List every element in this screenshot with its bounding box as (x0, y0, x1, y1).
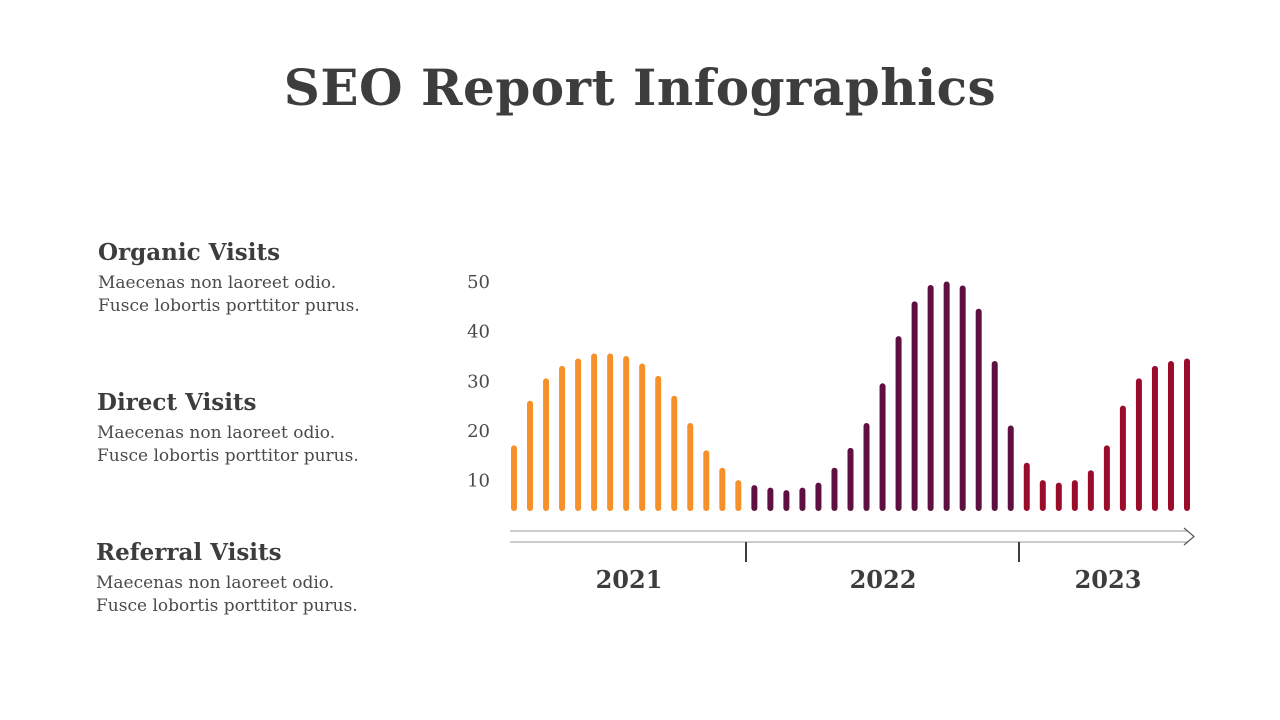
year-label-2021: 2021 (596, 565, 663, 594)
year-label-2023: 2023 (1075, 565, 1142, 594)
legend-direct-title: Direct Visits (97, 389, 257, 416)
legend-organic-desc-line2: Fusce lobortis porttitor purus. (98, 296, 360, 316)
y-tick-label: 20 (467, 421, 490, 442)
legend-referral-title: Referral Visits (96, 539, 282, 566)
legend-organic: Organic Visits Maecenas non laoreet odio… (98, 239, 418, 318)
legend-direct-desc-line2: Fusce lobortis porttitor purus. (97, 446, 359, 466)
legend-organic-desc-line1: Maecenas non laoreet odio. (98, 273, 337, 293)
legend-referral-desc-line1: Maecenas non laoreet odio. (96, 573, 335, 593)
y-tick-label: 30 (467, 371, 490, 392)
y-tick-label: 40 (467, 322, 490, 343)
legend-referral: Referral Visits Maecenas non laoreet odi… (96, 539, 416, 618)
legend-organic-title: Organic Visits (98, 239, 281, 266)
page-title: SEO Report Infographics (283, 58, 997, 117)
chart-bars (511, 281, 1190, 511)
year-labels: 2021 2022 2023 (596, 565, 1142, 594)
axis-arrow-icon (1183, 527, 1195, 546)
y-tick-label: 50 (467, 272, 490, 293)
legend-referral-desc-line2: Fusce lobortis porttitor purus. (96, 596, 358, 616)
timeline-axis (510, 527, 1195, 562)
legend-direct-desc-line1: Maecenas non laoreet odio. (97, 423, 336, 443)
y-tick-label: 10 (467, 471, 490, 492)
y-axis-ticks: 10 20 30 40 50 (467, 272, 490, 492)
legend-direct: Direct Visits Maecenas non laoreet odio.… (97, 389, 417, 468)
year-label-2022: 2022 (850, 565, 917, 594)
